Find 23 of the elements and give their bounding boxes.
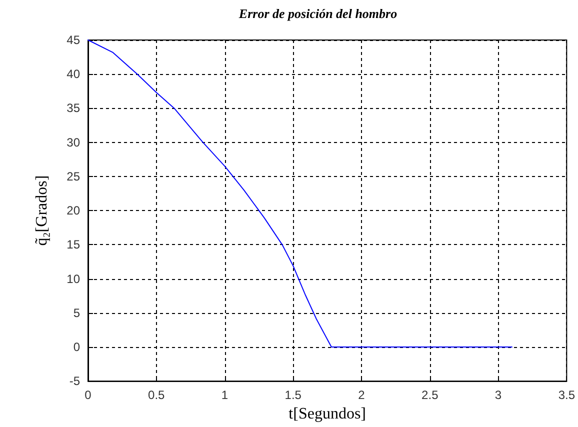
- y-tick-label: -5: [69, 374, 80, 388]
- y-tick-label: 30: [66, 135, 80, 150]
- y-tick-label: 45: [66, 33, 80, 47]
- chart-title: Error de posición del hombro: [238, 6, 398, 21]
- x-tick-label: 2.5: [422, 388, 439, 402]
- x-tick-label: 3: [494, 388, 502, 402]
- y-tick-label: 40: [66, 67, 80, 82]
- y-axis-title: q̃₂[Grados]: [34, 175, 50, 246]
- x-axis-title: t[Segundos]: [288, 406, 366, 422]
- x-tick-label: 3.5: [558, 388, 576, 402]
- y-tick-label: 15: [66, 238, 80, 252]
- x-tick-label: 2: [358, 388, 366, 402]
- x-tick-label: 0: [84, 388, 92, 402]
- y-tick-label: 25: [66, 169, 80, 184]
- y-tick-label: 10: [66, 272, 80, 286]
- x-tick-label: 1: [221, 388, 228, 402]
- y-tick-label: 0: [73, 340, 80, 354]
- y-tick-label: 35: [66, 101, 80, 116]
- x-tick-label: 1.5: [284, 388, 302, 402]
- line-series: [88, 40, 512, 348]
- y-tick-label: 20: [66, 204, 80, 218]
- y-tick-label: 5: [73, 306, 80, 320]
- x-tick-label: 0.5: [148, 388, 166, 402]
